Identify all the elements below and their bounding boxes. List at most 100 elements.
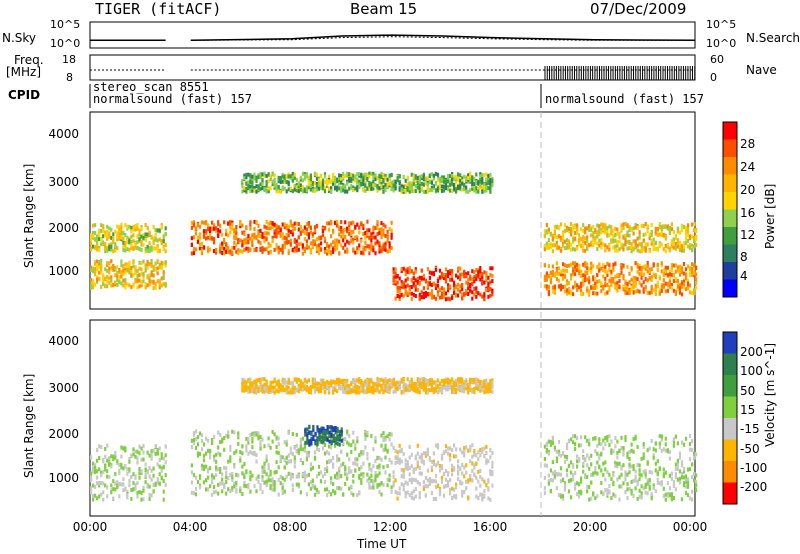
power-cell [251, 233, 254, 238]
power-cell [283, 222, 286, 227]
power-cell [563, 246, 567, 251]
power-cell [600, 238, 603, 243]
power-cell [618, 278, 621, 283]
power-cell [146, 259, 149, 264]
power-cell [219, 245, 222, 250]
power-cell [384, 224, 387, 229]
power-cell [342, 234, 345, 239]
power-cell [408, 186, 411, 191]
power-cell [612, 229, 615, 234]
power-cell [313, 225, 317, 230]
power-cell [92, 269, 95, 274]
velocity-cell [416, 379, 419, 384]
velocity-cell [465, 382, 468, 386]
power-cell [563, 228, 567, 233]
power-cell [287, 224, 290, 229]
power-cell [388, 241, 391, 246]
power-cell [120, 263, 123, 268]
power-cell [469, 171, 472, 176]
power-cell [108, 270, 111, 275]
power-cell [283, 225, 286, 230]
power-cell [668, 284, 671, 289]
velocity-cell [277, 379, 280, 384]
power-cell [273, 178, 276, 182]
velocity-cell [142, 450, 145, 455]
velocity-cell [190, 445, 193, 449]
power-cell [654, 283, 657, 288]
velocity-cell [378, 489, 381, 494]
velocity-cell [301, 387, 304, 392]
velocity-cell [328, 459, 331, 464]
velocity-cell [326, 460, 329, 465]
power-cell [332, 177, 335, 181]
velocity-cell [334, 425, 337, 430]
power-cell [356, 172, 359, 177]
power-cell [106, 248, 109, 253]
power-cell [553, 273, 556, 278]
power-cell [650, 284, 653, 289]
velocity-cell [378, 389, 381, 394]
power-cell [352, 173, 355, 178]
velocity-cell [336, 454, 339, 459]
velocity-cell [332, 385, 335, 390]
power-cell [406, 269, 409, 274]
velocity-cell [404, 494, 407, 499]
velocity-cell [247, 378, 250, 382]
power-cell [447, 285, 450, 290]
velocity-cell [346, 387, 349, 392]
velocity-cell [424, 493, 427, 498]
power-cell [122, 243, 125, 248]
freq-label: Freq. [14, 53, 44, 67]
velocity-cell [420, 381, 423, 386]
velocity-cell [313, 492, 317, 497]
power-cell [94, 261, 97, 266]
velocity-cell [297, 482, 300, 487]
power-cell [565, 279, 569, 284]
velocity-cell [249, 386, 252, 391]
power-cell [311, 239, 314, 244]
power-cell [640, 275, 643, 280]
velocity-cell [164, 453, 167, 458]
power-cell [323, 172, 327, 177]
power-cell [98, 260, 101, 264]
power-cell [551, 270, 554, 274]
power-cell [654, 247, 657, 252]
power-cell [584, 240, 587, 245]
power-cell [303, 187, 306, 192]
power-cell [491, 178, 494, 183]
power-cell [545, 222, 548, 227]
power-cell [265, 225, 268, 230]
velocity-cb-tick: 200 [740, 345, 763, 359]
power-cell [342, 238, 345, 243]
velocity-cell [394, 385, 397, 390]
power-cell [487, 275, 490, 280]
power-cell [586, 270, 589, 275]
velocity-cell [322, 426, 325, 431]
power-cell [424, 278, 427, 283]
power-cell [102, 224, 105, 228]
power-cell [303, 173, 306, 178]
velocity-cell [215, 465, 218, 470]
power-cell [104, 233, 107, 238]
power-cell [156, 259, 159, 264]
power-cell [608, 278, 611, 283]
velocity-cell [356, 493, 359, 497]
velocity-cell [202, 453, 206, 458]
velocity-cell [328, 430, 331, 435]
power-cell [442, 294, 446, 299]
power-cell [138, 266, 141, 271]
velocity-cell [273, 432, 276, 437]
power-cell [426, 284, 429, 289]
velocity-cell [336, 475, 339, 480]
power-cell [150, 263, 153, 268]
velocity-cell [283, 465, 286, 470]
velocity-cell [259, 377, 262, 382]
velocity-cell [156, 477, 159, 482]
power-cell [644, 284, 647, 289]
power-cell [118, 276, 121, 281]
power-cell [382, 222, 385, 227]
power-cell [209, 229, 212, 233]
power-cell [668, 269, 671, 274]
power-cell [642, 232, 645, 237]
power-cell [346, 229, 349, 234]
